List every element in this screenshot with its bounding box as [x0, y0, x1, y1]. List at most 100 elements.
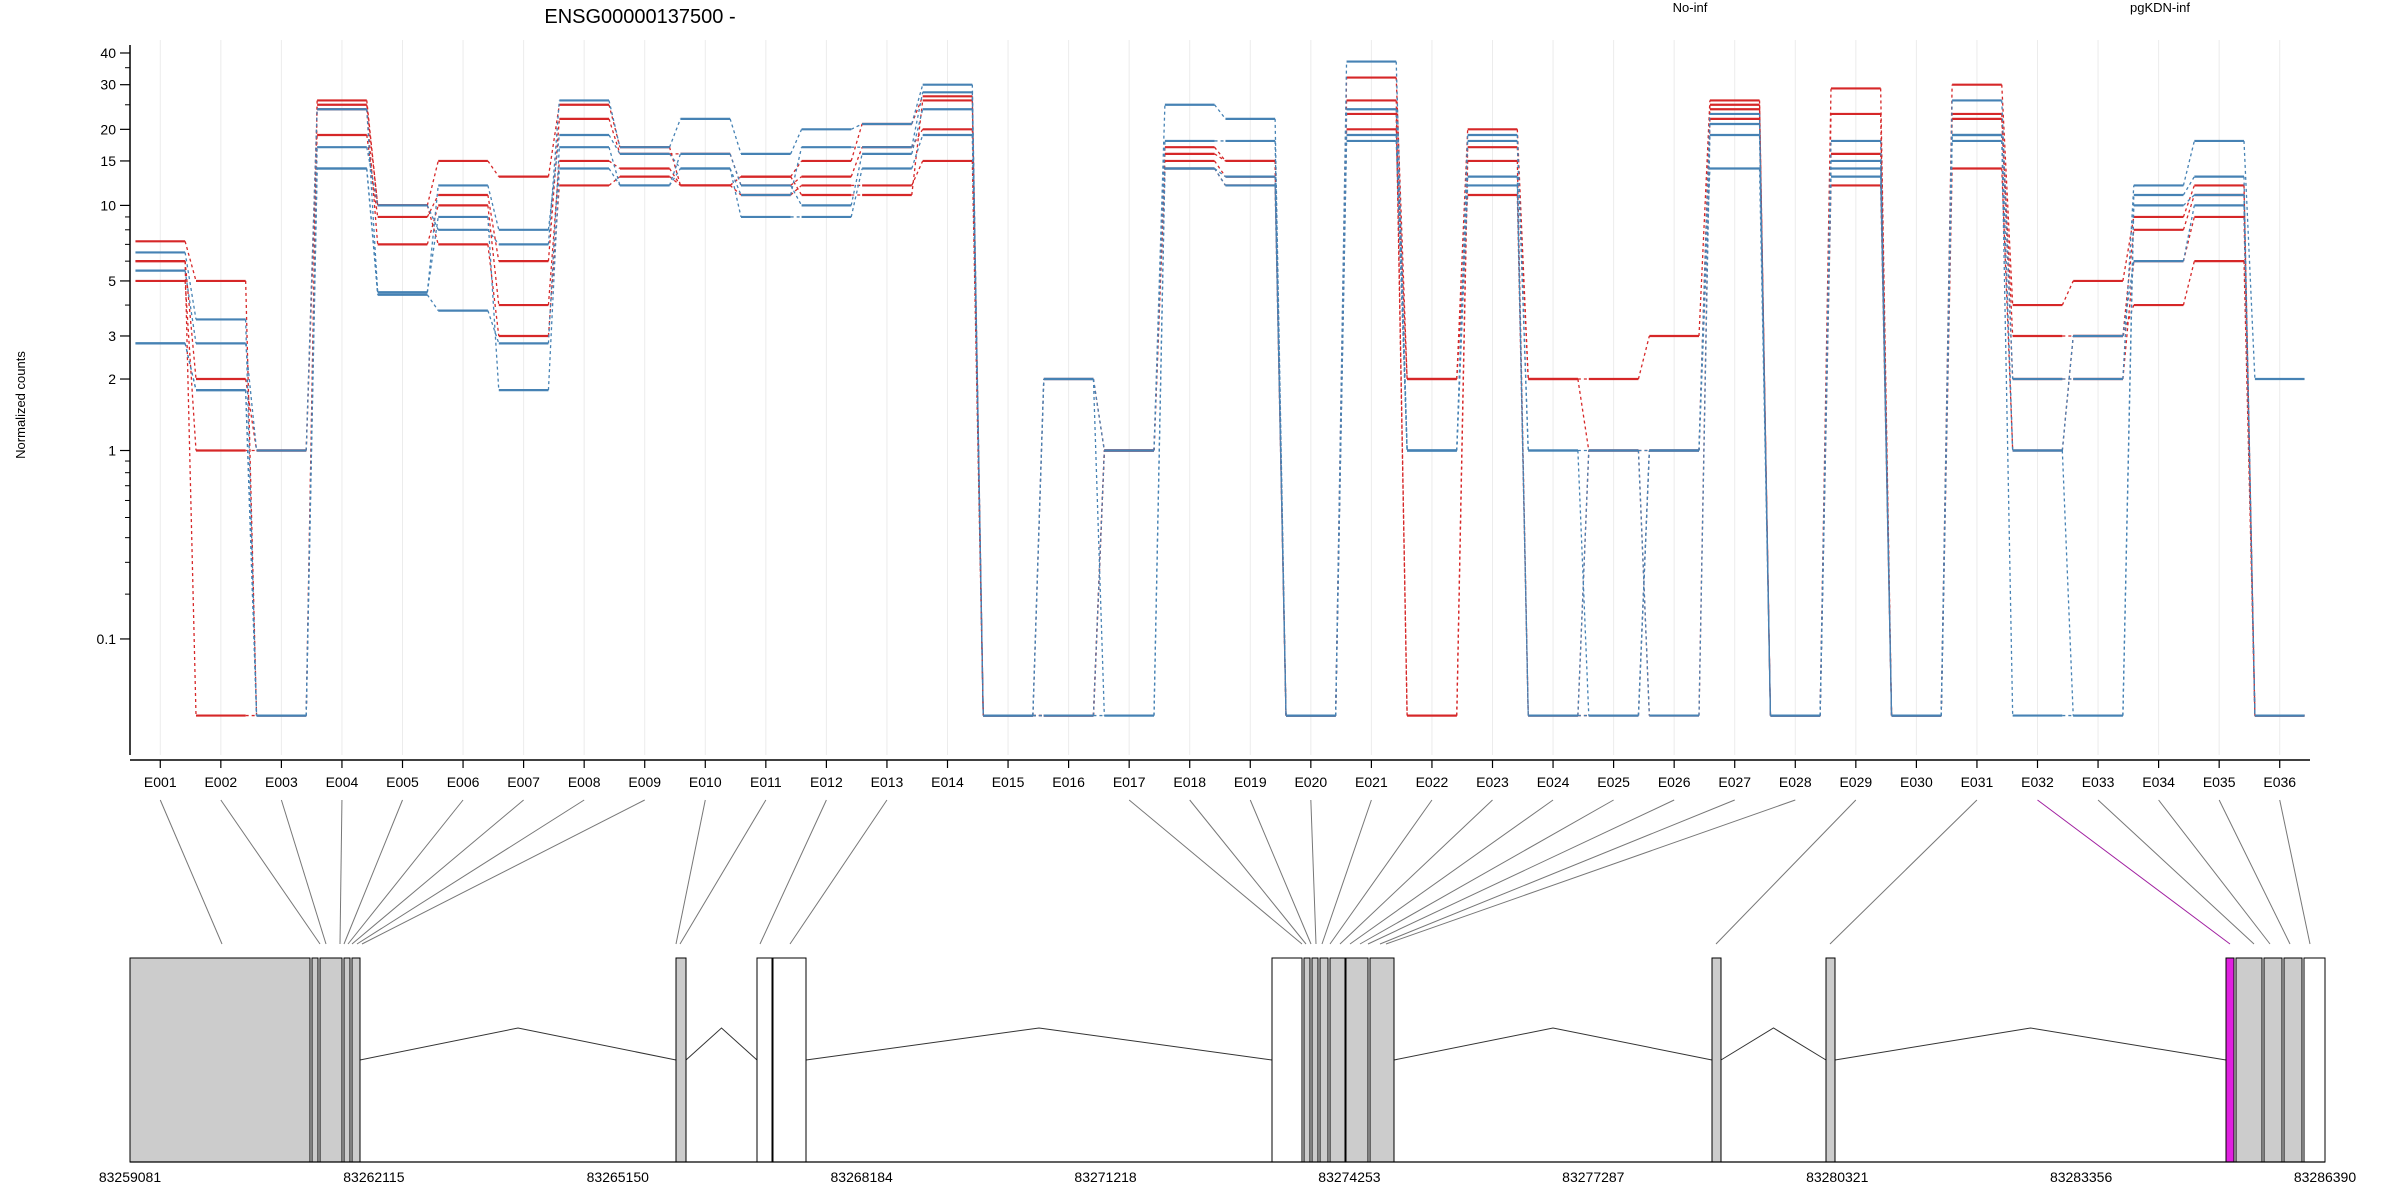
series-connector	[1698, 168, 1711, 451]
series-connector	[1456, 160, 1469, 716]
series-connector	[669, 168, 681, 186]
series-connector	[911, 96, 924, 125]
exon-connector	[2218, 799, 2291, 945]
exon-box	[351, 957, 361, 1163]
y-tick-label: 40	[100, 45, 116, 61]
series-connector	[2182, 205, 2195, 262]
exon-connector	[343, 799, 403, 945]
x-tick-label: E006	[447, 774, 480, 790]
exon-box	[1329, 957, 1346, 1163]
exon-connector	[351, 799, 524, 945]
x-tick-label: E016	[1052, 774, 1085, 790]
series-connector	[426, 294, 439, 311]
series-connector	[668, 118, 682, 148]
series-connector	[2061, 280, 2074, 306]
exon-box	[343, 957, 351, 1163]
series-connector	[608, 176, 621, 186]
exon-box	[1369, 957, 1395, 1163]
series-connector	[729, 184, 742, 196]
series-connector	[1214, 168, 1226, 186]
series-connector	[2001, 168, 2014, 451]
series-connector	[305, 109, 318, 451]
exon-connector	[1715, 799, 1857, 945]
exon-connector	[759, 799, 827, 945]
x-tick-label: E036	[2263, 774, 2296, 790]
series-connector	[1698, 100, 1711, 337]
exon-connector	[220, 799, 321, 945]
series-connector	[608, 100, 621, 148]
x-tick-label: E029	[1839, 774, 1872, 790]
series-connector	[2182, 194, 2195, 206]
series-connector	[426, 205, 439, 245]
series-connector	[1577, 378, 1590, 451]
intron-line	[685, 1027, 758, 1061]
x-tick-label: E007	[507, 774, 540, 790]
series-connector	[790, 129, 803, 155]
genome-coordinate-label: 83277287	[1562, 1169, 1625, 1185]
exon-box	[1271, 957, 1303, 1163]
genome-coordinate-label: 83265150	[587, 1169, 650, 1185]
series-connector	[2182, 140, 2195, 186]
x-tick-label: E015	[992, 774, 1025, 790]
exon-connector	[2037, 799, 2231, 945]
exon-box	[1711, 957, 1722, 1163]
series-connector	[2243, 205, 2256, 716]
x-tick-label: E020	[1294, 774, 1327, 790]
exon-box	[129, 957, 311, 1163]
x-tick-label: E008	[568, 774, 601, 790]
y-tick-label: 1	[108, 443, 116, 459]
chart-title: ENSG00000137500 -	[544, 6, 735, 28]
legend-label-no-inf: No-inf	[1673, 0, 1708, 15]
exon-connector	[1385, 799, 1796, 945]
series-connector	[1153, 168, 1166, 716]
exon-box	[2263, 957, 2283, 1163]
exon-box	[2303, 957, 2326, 1163]
series-connector	[729, 118, 742, 155]
series-connector	[184, 252, 197, 320]
series-connector	[366, 147, 379, 206]
series-connector	[729, 168, 742, 218]
x-tick-label: E032	[2021, 774, 2054, 790]
series-connector	[2243, 194, 2256, 716]
x-tick-label: E010	[689, 774, 722, 790]
genome-coordinate-label: 83259081	[99, 1169, 162, 1185]
series-connector	[184, 270, 197, 344]
series-connector	[305, 168, 318, 716]
series-connector	[1153, 140, 1166, 451]
series-connector	[850, 123, 863, 130]
exon-box	[675, 957, 687, 1163]
series-connector	[2001, 134, 2014, 716]
series-connector	[790, 185, 803, 206]
series-connector	[608, 134, 621, 155]
series-pgkdn-inf-5	[135, 91, 2305, 717]
series-connector	[1214, 153, 1226, 162]
y-tick-label: 5	[108, 273, 116, 289]
series-connector	[1819, 176, 1832, 716]
series-connector	[426, 205, 439, 231]
exon-connector	[1339, 799, 1493, 945]
series-connector	[1940, 140, 1953, 716]
x-tick-label: E002	[204, 774, 237, 790]
exon-connector	[789, 799, 888, 945]
series-connector	[1758, 168, 1772, 716]
gene-model: 83259081 83262115 83265150 83268184 83271218…	[99, 799, 2356, 1185]
series-connector	[1880, 168, 1893, 716]
series-connector	[1940, 168, 1953, 716]
genome-coordinate-label: 83283356	[2050, 1169, 2113, 1185]
y-tick-label: 30	[100, 77, 116, 93]
exon-connector	[679, 799, 767, 945]
x-tick-label: E017	[1113, 774, 1146, 790]
series-connector	[850, 123, 863, 162]
series-connector	[608, 147, 621, 186]
genome-coordinate-label: 83262115	[343, 1169, 404, 1185]
series-connector	[2122, 185, 2135, 380]
genome-coordinate-label: 83271218	[1074, 1169, 1137, 1185]
series-connector	[1153, 104, 1166, 451]
exon-box	[1319, 957, 1329, 1163]
series-connector	[729, 168, 742, 196]
series-connector	[790, 176, 803, 196]
x-tick-label: E034	[2142, 774, 2175, 790]
series-connector	[1214, 168, 1226, 186]
exon-box	[756, 957, 773, 1163]
